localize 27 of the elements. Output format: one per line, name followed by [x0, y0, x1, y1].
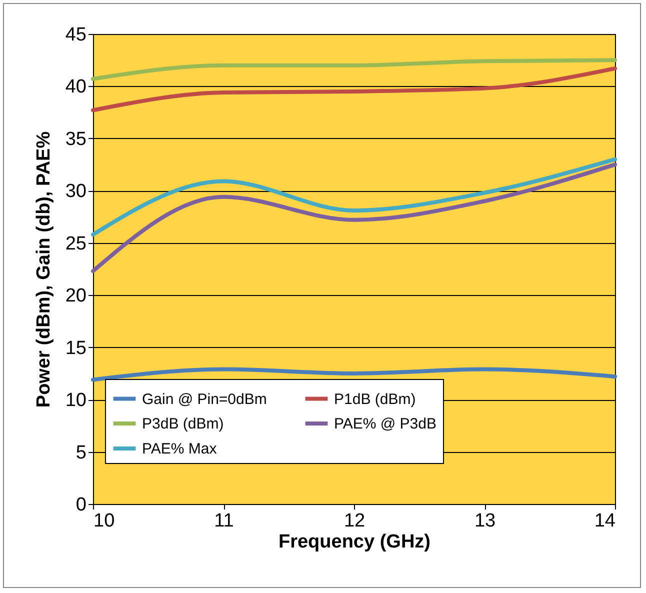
x-tick-label: 14	[594, 510, 616, 532]
y-tick-label: 10	[65, 390, 86, 412]
line-series	[91, 66, 617, 112]
y-tick-label: 40	[65, 76, 86, 98]
y-tick-label: 30	[65, 181, 86, 202]
y-tick-label: 0	[76, 494, 86, 516]
x-tick-label: 11	[214, 510, 234, 532]
y-tick-label: 5	[76, 442, 86, 464]
legend-label: PAE% Max	[142, 440, 218, 458]
line-series	[91, 157, 617, 237]
x-axis-title: Frequency (GHz)	[278, 532, 431, 552]
legend-label: Gain @ Pin=0dBm	[142, 390, 267, 408]
y-tick-label: 45	[65, 24, 86, 46]
y-tick-label: 15	[65, 338, 86, 359]
y-tick-label: 25	[65, 233, 86, 254]
legend-label: P3dB (dBm)	[142, 416, 224, 432]
legend-label: PAE% @ P3dB	[334, 416, 436, 432]
line-series	[91, 367, 617, 382]
line-series	[91, 58, 617, 81]
line-series	[91, 162, 617, 274]
y-tick-label: 35	[65, 128, 86, 150]
legend-label: P1dB (dBm)	[334, 390, 416, 408]
x-tick-label: 10	[94, 510, 115, 532]
x-tick-label: 12	[344, 510, 366, 532]
x-tick-label: 13	[474, 510, 496, 532]
y-axis-title: Power (dBm), Gain (db), PAE%	[33, 131, 54, 408]
y-tick-label: 20	[65, 286, 86, 307]
